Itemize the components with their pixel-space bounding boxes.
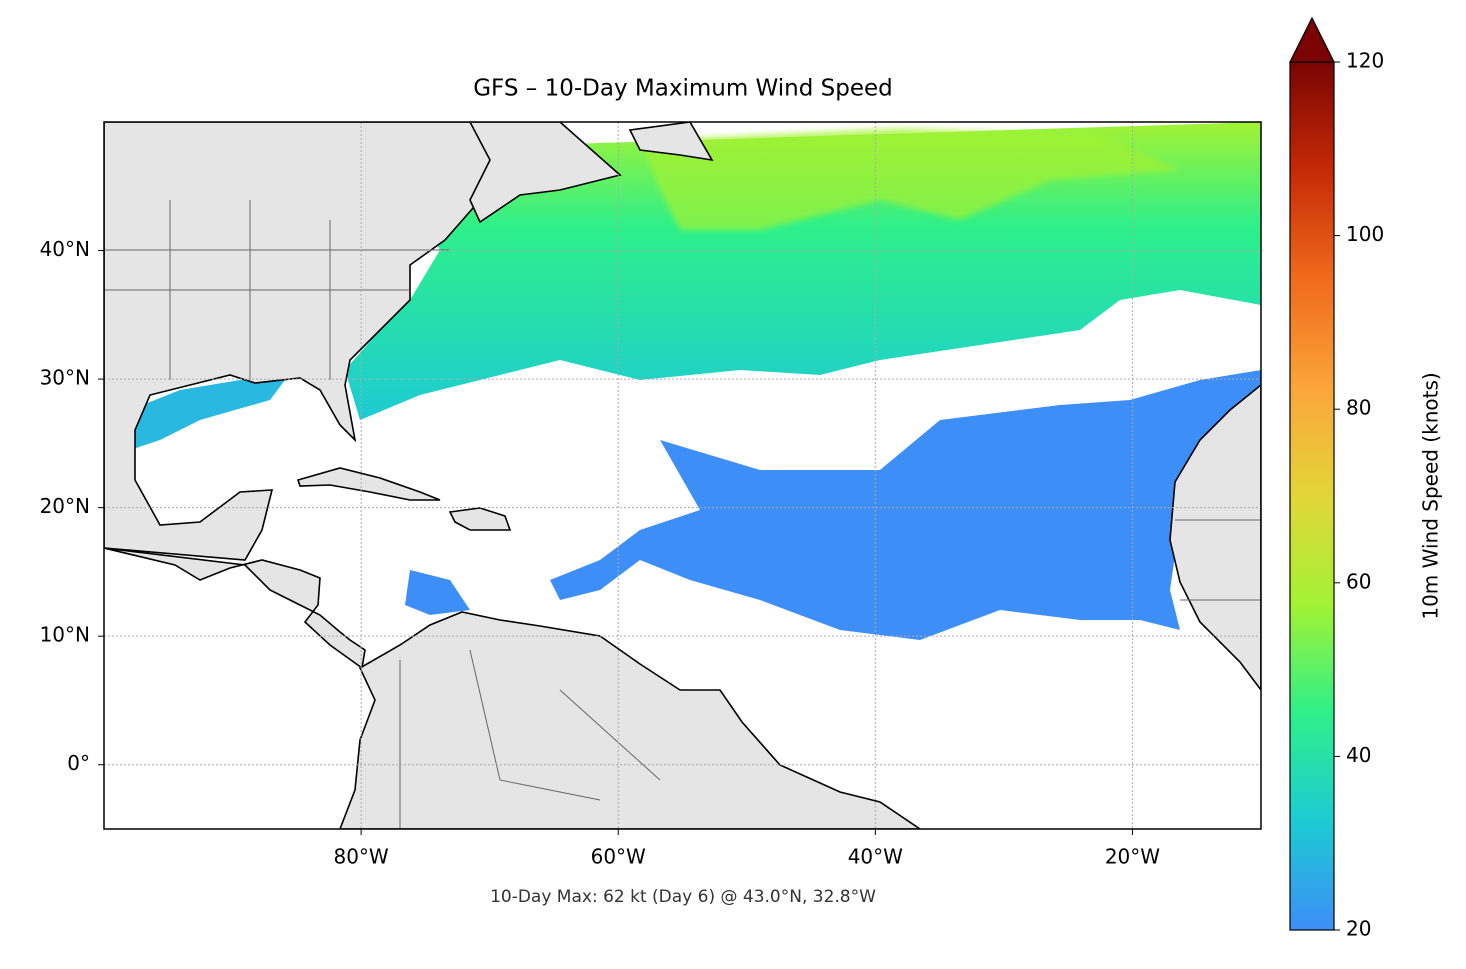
land-africa [1169,383,1261,692]
land-newfoundland [628,122,714,162]
land-central-america [104,547,366,670]
colorbar [1289,61,1335,931]
wind-field-trades [550,370,1261,640]
wind-field-caribbean [405,570,470,615]
annotation: 10-Day Max: 62 kt (Day 6) @ 43.0°N, 32.8… [490,887,876,907]
borders [104,200,1261,829]
wind-field-gulf [130,380,285,450]
y-tick-label: 0° [67,751,90,775]
map-area [104,122,1261,829]
colorbar-tick-label: 100 [1346,222,1384,246]
wind-field-north [345,122,1261,420]
colorbar-tick-label: 20 [1346,917,1371,941]
colorbar-label: 10m Wind Speed (knots) [1419,372,1443,619]
land-north-america [104,122,501,561]
x-tick-label: 80°W [333,845,388,869]
chart-title: GFS – 10-Day Maximum Wind Speed [473,76,893,102]
colorbar-tick-label: 60 [1346,569,1371,593]
colorbar-tick-label: 120 [1346,49,1384,73]
colorbar-tick-label: 40 [1346,743,1371,767]
colorbar-extend [1289,16,1335,63]
plot-frame [103,121,1262,830]
wind-field-north-high [640,128,1180,230]
y-tick-label: 10°N [40,623,90,647]
land-canada-east [469,122,622,224]
x-tick-label: 60°W [591,845,646,869]
y-tick-label: 40°N [40,237,90,261]
colorbar-tick-label: 80 [1346,396,1371,420]
x-tick-label: 40°W [848,845,903,869]
y-tick-label: 30°N [40,366,90,390]
grid [104,122,1261,829]
land-cuba [296,467,441,501]
y-tick-label: 20°N [40,494,90,518]
land-south-america [339,611,922,829]
x-tick-label: 20°W [1105,845,1160,869]
